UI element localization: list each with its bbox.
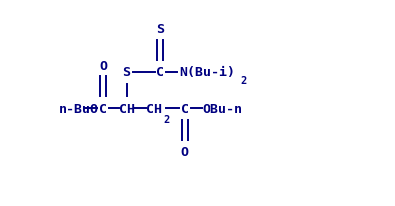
Text: n-BuO: n-BuO: [58, 102, 99, 115]
Text: O: O: [99, 60, 107, 73]
Text: N(Bu-i): N(Bu-i): [179, 66, 235, 79]
Text: OBu-n: OBu-n: [202, 102, 243, 115]
Text: C: C: [99, 102, 107, 115]
Text: O: O: [181, 145, 189, 158]
Text: C: C: [181, 102, 189, 115]
Text: 2: 2: [164, 114, 170, 124]
Text: 2: 2: [241, 76, 247, 86]
Text: C: C: [156, 66, 164, 79]
Text: CH: CH: [118, 102, 135, 115]
Text: S: S: [156, 23, 164, 36]
Text: CH: CH: [147, 102, 162, 115]
Text: S: S: [122, 66, 130, 79]
